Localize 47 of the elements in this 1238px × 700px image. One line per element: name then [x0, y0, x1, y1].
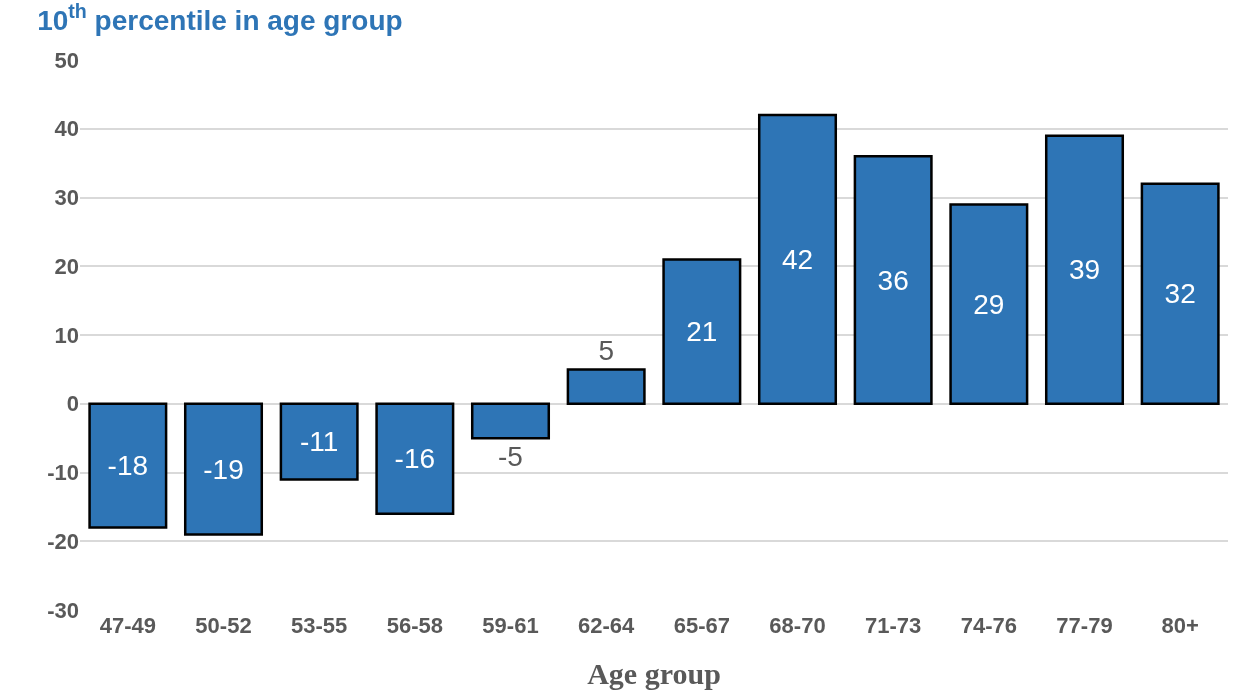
x-tick-label: 50-52 — [195, 613, 252, 638]
data-label: 42 — [781, 243, 814, 275]
x-axis-title: Age group — [587, 656, 721, 690]
y-tick-label: 50 — [54, 47, 79, 73]
y-tick-label: 10 — [54, 322, 79, 348]
bar — [1044, 134, 1125, 405]
x-tick-label: 74-76 — [960, 613, 1017, 638]
bar — [470, 402, 551, 440]
y-tick-label: 20 — [54, 253, 79, 279]
data-label: -18 — [107, 450, 149, 482]
bar — [279, 402, 359, 481]
y-tick-label: -10 — [47, 460, 79, 486]
x-tick-label: 71-73 — [865, 613, 922, 638]
x-tick-label: 59-61 — [482, 613, 539, 638]
data-label: 29 — [973, 288, 1005, 320]
bar — [949, 203, 1029, 405]
bar — [566, 368, 646, 405]
data-label: -11 — [299, 426, 339, 458]
y-tick-label: -20 — [47, 528, 79, 554]
bar — [757, 113, 838, 405]
data-label: 5 — [598, 335, 614, 367]
bar — [375, 402, 455, 515]
y-tick-label: 30 — [54, 185, 79, 211]
data-label: -16 — [394, 443, 436, 475]
bar — [662, 258, 742, 405]
x-tick-label: 56-58 — [386, 613, 443, 638]
bar — [88, 402, 168, 529]
chart-title: 10$^{th}$ percentile in age group — [37, 0, 403, 37]
bar — [853, 155, 933, 405]
data-label: 32 — [1164, 278, 1196, 310]
x-tick-label: 68-70 — [769, 613, 826, 638]
y-tick-label: -30 — [47, 597, 79, 623]
bar — [183, 402, 264, 536]
data-label: 21 — [686, 316, 718, 348]
x-tick-label: 62-64 — [578, 613, 636, 638]
x-tick-label: 80+ — [1161, 613, 1199, 638]
data-label: 39 — [1068, 254, 1101, 286]
bar — [1140, 182, 1220, 405]
x-tick-label: 47-49 — [99, 613, 156, 638]
x-tick-label: 65-67 — [673, 613, 730, 638]
x-tick-label: 77-79 — [1056, 613, 1113, 638]
y-tick-label: 40 — [54, 116, 79, 142]
data-label: -19 — [203, 453, 244, 485]
y-tick-label: 0 — [66, 391, 79, 417]
x-tick-label: 53-55 — [291, 613, 348, 638]
data-label: -5 — [498, 441, 523, 473]
data-label: 36 — [877, 264, 909, 296]
